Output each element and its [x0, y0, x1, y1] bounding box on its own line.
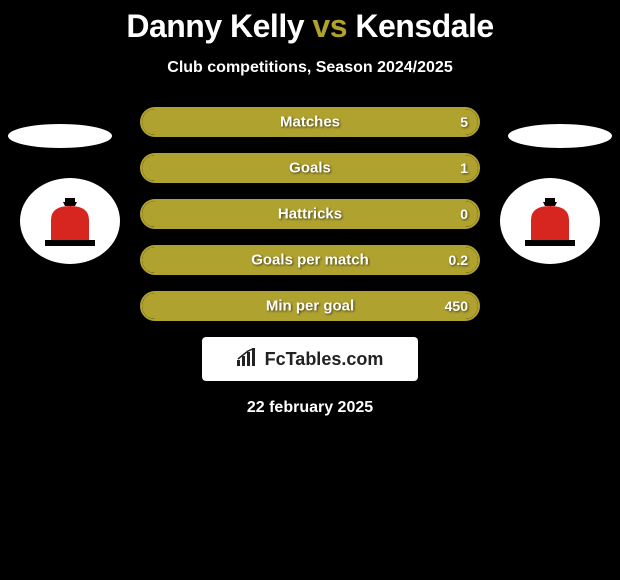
stat-row-min-per-goal: Min per goal 450	[140, 291, 480, 321]
stat-value-right: 0	[460, 206, 468, 222]
club-crest-icon	[39, 192, 101, 250]
date-text: 22 february 2025	[0, 399, 620, 417]
stat-row-matches: Matches 5	[140, 107, 480, 137]
nation-flag-left	[8, 124, 112, 148]
stat-row-goals-per-match: Goals per match 0.2	[140, 245, 480, 275]
stat-label: Goals	[289, 160, 331, 177]
page-title: Danny Kelly vs Kensdale	[0, 0, 620, 45]
stat-fill-left	[142, 155, 290, 181]
player2-badge	[500, 178, 600, 264]
club-crest-icon	[519, 192, 581, 250]
stat-value-right: 0.2	[449, 252, 468, 268]
brand-text: FcTables.com	[265, 349, 384, 370]
stat-label: Hattricks	[278, 206, 342, 223]
stat-label: Matches	[280, 114, 340, 131]
player1-badge	[20, 178, 120, 264]
stat-fill-left	[142, 109, 290, 135]
vs-text: vs	[312, 8, 347, 44]
chart-icon	[237, 348, 259, 371]
stat-row-hattricks: Hattricks 0	[140, 199, 480, 229]
stat-row-goals: Goals 1	[140, 153, 480, 183]
stat-label: Goals per match	[251, 252, 369, 269]
stat-value-right: 450	[445, 298, 468, 314]
brand-logo[interactable]: FcTables.com	[202, 337, 418, 381]
player2-name: Kensdale	[355, 8, 493, 44]
stat-label: Min per goal	[266, 298, 354, 315]
nation-flag-right	[508, 124, 612, 148]
stat-value-right: 1	[460, 160, 468, 176]
stat-fill-left	[142, 293, 276, 319]
player1-name: Danny Kelly	[126, 8, 304, 44]
stat-value-right: 5	[460, 114, 468, 130]
subtitle: Club competitions, Season 2024/2025	[0, 59, 620, 77]
stats-container: Matches 5 Goals 1 Hattricks 0 Goals per …	[140, 107, 480, 321]
